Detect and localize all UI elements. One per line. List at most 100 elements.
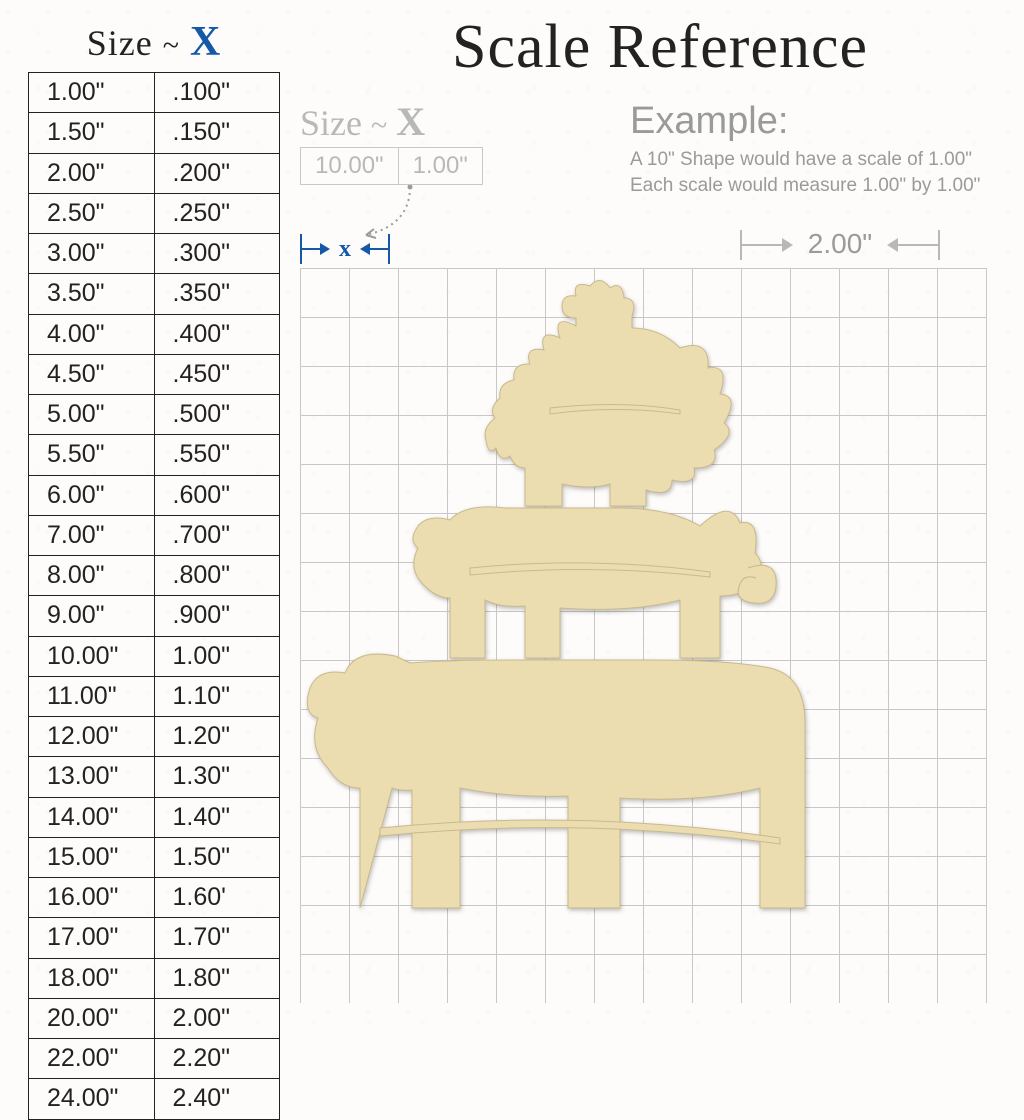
x-cell: .200"	[154, 153, 280, 193]
x-cell: 1.10"	[154, 676, 280, 716]
x-cell: .150"	[154, 113, 280, 153]
x-cell: .350"	[154, 274, 280, 314]
table-row: 7.00".700"	[29, 515, 280, 555]
size-cell: 11.00"	[29, 676, 155, 716]
x-cell: .500"	[154, 395, 280, 435]
size-cell: 9.00"	[29, 596, 155, 636]
reference-grid	[300, 268, 1000, 1003]
table-row: 20.00"2.00"	[29, 998, 280, 1038]
example-block: Example: A 10" Shape would have a scale …	[630, 100, 1010, 198]
size-cell: 10.00"	[29, 636, 155, 676]
stacked-animals-silhouette-icon	[300, 268, 820, 928]
x-cell: .250"	[154, 193, 280, 233]
table-row: 10.00"1.00"	[29, 636, 280, 676]
table-row: 14.00"1.40"	[29, 797, 280, 837]
table-row: 1.50".150"	[29, 113, 280, 153]
x-cell: .700"	[154, 515, 280, 555]
x-cell: .450"	[154, 354, 280, 394]
table-row: 15.00"1.50"	[29, 837, 280, 877]
example-heading: Example:	[630, 100, 1010, 143]
table-row: 8.00".800"	[29, 556, 280, 596]
size-cell: 1.00"	[29, 73, 155, 113]
x-cell: .100"	[154, 73, 280, 113]
x-cell: 2.20"	[154, 1039, 280, 1079]
table-row: 11.00"1.10"	[29, 676, 280, 716]
size-cell: 16.00"	[29, 878, 155, 918]
size-cell: 22.00"	[29, 1039, 155, 1079]
size-cell: 17.00"	[29, 918, 155, 958]
size-cell: 24.00"	[29, 1079, 155, 1119]
size-table-header-prefix: Size	[87, 23, 153, 63]
size-cell: 14.00"	[29, 797, 155, 837]
size-cell: 2.50"	[29, 193, 155, 233]
size-cell: 5.50"	[29, 435, 155, 475]
size-table-header-dash: ~	[163, 29, 180, 62]
size-cell: 2.00"	[29, 153, 155, 193]
x-cell: .800"	[154, 556, 280, 596]
mini-size-header-x: X	[396, 99, 425, 144]
x-cell: 2.00"	[154, 998, 280, 1038]
x-cell: .400"	[154, 314, 280, 354]
x-cell: .550"	[154, 435, 280, 475]
x-cell: 1.70"	[154, 918, 280, 958]
table-row: 16.00"1.60'	[29, 878, 280, 918]
table-row: 5.50".550"	[29, 435, 280, 475]
size-cell: 3.50"	[29, 274, 155, 314]
x-cell: 1.80"	[154, 958, 280, 998]
x-cell: 1.30"	[154, 757, 280, 797]
table-row: 5.00".500"	[29, 395, 280, 435]
size-table-grid: 1.00".100"1.50".150"2.00".200"2.50".250"…	[28, 72, 280, 1120]
x-cell: 1.20"	[154, 717, 280, 757]
x-cell: .300"	[154, 234, 280, 274]
table-row: 12.00"1.20"	[29, 717, 280, 757]
example-line-1: A 10" Shape would have a scale of 1.00"	[630, 147, 1010, 173]
table-row: 22.00"2.20"	[29, 1039, 280, 1079]
table-row: 3.50".350"	[29, 274, 280, 314]
size-cell: 8.00"	[29, 556, 155, 596]
size-cell: 20.00"	[29, 998, 155, 1038]
mini-size-table: 10.00" 1.00"	[300, 147, 483, 185]
table-row: 4.00".400"	[29, 314, 280, 354]
mini-size-header-prefix: Size	[300, 103, 362, 143]
size-cell: 5.00"	[29, 395, 155, 435]
table-row: 4.50".450"	[29, 354, 280, 394]
size-table: Size ~ X 1.00".100"1.50".150"2.00".200"2…	[28, 18, 280, 1120]
size-cell: 6.00"	[29, 475, 155, 515]
x-cell: 1.60'	[154, 878, 280, 918]
x-indicator-label: x	[300, 236, 390, 263]
page-title: Scale Reference	[330, 12, 990, 83]
size-cell: 7.00"	[29, 515, 155, 555]
example-line-2: Each scale would measure 1.00" by 1.00"	[630, 173, 1010, 199]
size-cell: 13.00"	[29, 757, 155, 797]
size-cell: 4.00"	[29, 314, 155, 354]
x-cell: .900"	[154, 596, 280, 636]
size-cell: 15.00"	[29, 837, 155, 877]
mini-size-header: Size ~ X	[300, 98, 483, 145]
table-row: 3.00".300"	[29, 234, 280, 274]
x-width-indicator: x	[300, 230, 390, 270]
size-cell: 12.00"	[29, 717, 155, 757]
size-cell: 18.00"	[29, 958, 155, 998]
x-cell: 2.40"	[154, 1079, 280, 1119]
size-cell: 4.50"	[29, 354, 155, 394]
x-cell: 1.00"	[154, 636, 280, 676]
table-row: 2.00".200"	[29, 153, 280, 193]
x-cell: .600"	[154, 475, 280, 515]
table-row: 24.00"2.40"	[29, 1079, 280, 1119]
table-row: 1.00".100"	[29, 73, 280, 113]
table-row: 17.00"1.70"	[29, 918, 280, 958]
table-row: 13.00"1.30"	[29, 757, 280, 797]
mini-size-box: Size ~ X 10.00" 1.00"	[300, 98, 483, 185]
x-cell: 1.40"	[154, 797, 280, 837]
mini-size-cell-x: 1.00"	[398, 148, 482, 185]
size-cell: 1.50"	[29, 113, 155, 153]
table-row: 6.00".600"	[29, 475, 280, 515]
mini-size-cell-size: 10.00"	[301, 148, 399, 185]
size-table-header-x: X	[190, 19, 221, 65]
table-row: 9.00".900"	[29, 596, 280, 636]
mini-size-header-dash: ~	[371, 109, 387, 142]
size-table-header: Size ~ X	[28, 18, 280, 66]
table-row: 2.50".250"	[29, 193, 280, 233]
two-inch-label: 2.00"	[740, 228, 940, 260]
x-cell: 1.50"	[154, 837, 280, 877]
